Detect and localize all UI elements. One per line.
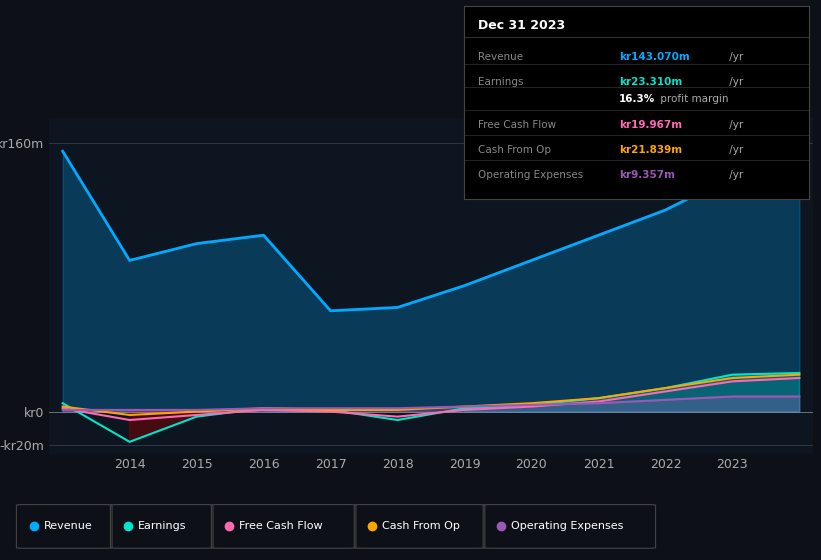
- Text: kr21.839m: kr21.839m: [619, 144, 682, 155]
- Text: Cash From Op: Cash From Op: [478, 144, 551, 155]
- Text: Operating Expenses: Operating Expenses: [511, 521, 623, 531]
- Text: Free Cash Flow: Free Cash Flow: [478, 120, 556, 129]
- Text: kr143.070m: kr143.070m: [619, 52, 690, 62]
- Text: Revenue: Revenue: [44, 521, 93, 531]
- Text: kr9.357m: kr9.357m: [619, 170, 675, 180]
- Text: /yr: /yr: [726, 77, 743, 87]
- Text: 16.3%: 16.3%: [619, 95, 655, 105]
- Text: Dec 31 2023: Dec 31 2023: [478, 19, 565, 32]
- Text: kr19.967m: kr19.967m: [619, 120, 682, 129]
- Text: /yr: /yr: [726, 144, 743, 155]
- Text: Earnings: Earnings: [139, 521, 187, 531]
- Text: Earnings: Earnings: [478, 77, 523, 87]
- Text: /yr: /yr: [726, 52, 743, 62]
- Text: /yr: /yr: [726, 120, 743, 129]
- Text: kr23.310m: kr23.310m: [619, 77, 682, 87]
- Text: profit margin: profit margin: [657, 95, 728, 105]
- Text: Revenue: Revenue: [478, 52, 523, 62]
- Text: Cash From Op: Cash From Op: [383, 521, 460, 531]
- Text: Operating Expenses: Operating Expenses: [478, 170, 583, 180]
- Text: /yr: /yr: [726, 170, 743, 180]
- Text: Free Cash Flow: Free Cash Flow: [240, 521, 323, 531]
